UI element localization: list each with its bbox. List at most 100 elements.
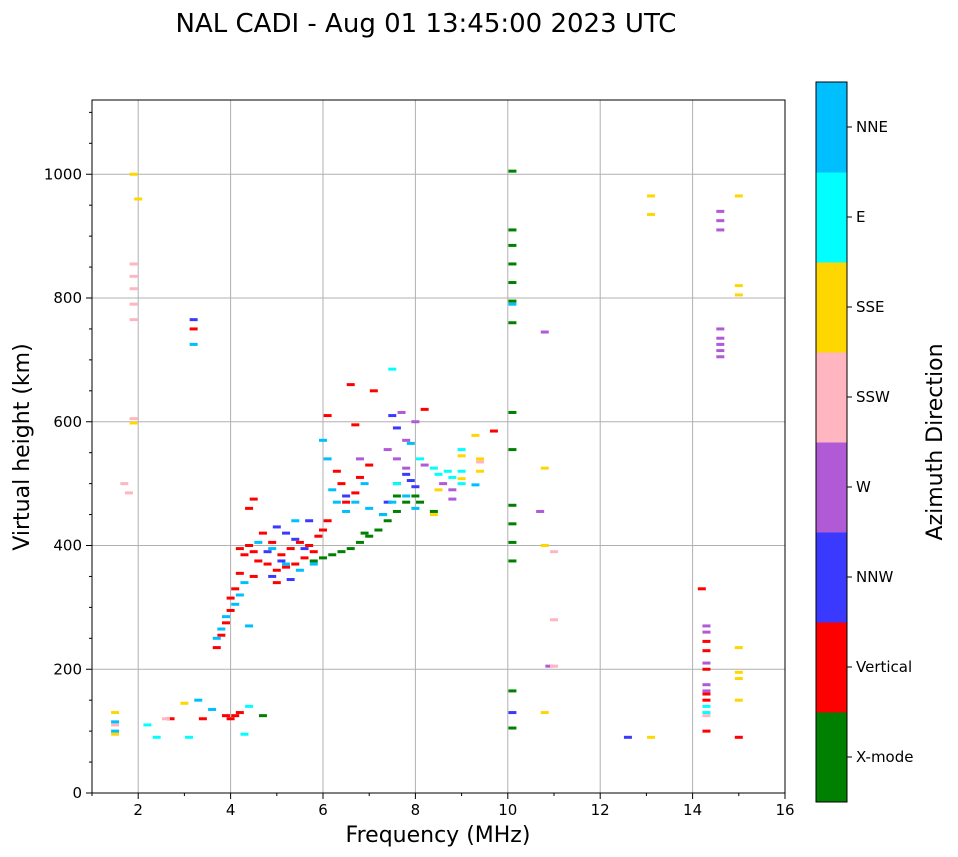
data-point-x-mode	[346, 547, 355, 551]
data-point-nne	[328, 488, 337, 492]
data-point-vertical	[212, 646, 221, 650]
series-vertical	[166, 327, 743, 739]
data-point-e	[429, 466, 438, 470]
colorbar-frame	[815, 81, 848, 803]
data-point-nnw	[342, 494, 351, 498]
data-point-x-mode	[328, 553, 337, 557]
data-point-x-mode	[508, 448, 517, 452]
grid-lines	[92, 100, 786, 793]
data-point-w	[355, 457, 364, 461]
colorbar-label: Vertical	[856, 658, 912, 676]
data-point-x-mode	[508, 321, 517, 325]
data-point-w	[716, 336, 725, 340]
data-point-vertical	[240, 553, 249, 557]
colorbar-segment	[816, 172, 847, 263]
data-point-nne	[508, 302, 517, 306]
data-point-nne	[365, 506, 374, 510]
y-tick-label: 0	[72, 784, 82, 802]
x-tick-label: 12	[591, 801, 610, 819]
data-point-vertical	[314, 534, 323, 538]
data-point-w	[716, 355, 725, 359]
data-point-ssw	[161, 717, 170, 721]
data-point-x-mode	[309, 559, 318, 563]
data-point-vertical	[702, 639, 711, 643]
data-point-vertical	[420, 407, 429, 411]
data-point-w	[397, 410, 406, 414]
data-point-e	[702, 711, 711, 715]
data-point-sse	[540, 466, 549, 470]
data-point-nne	[240, 581, 249, 585]
data-point-ssw	[129, 287, 138, 291]
x-tick-label: 8	[411, 801, 421, 819]
data-point-sse	[129, 421, 138, 425]
data-point-sse	[429, 513, 438, 517]
data-point-w	[702, 689, 711, 693]
data-point-nne	[406, 441, 415, 445]
data-point-nne	[245, 624, 254, 628]
data-point-x-mode	[508, 522, 517, 526]
data-point-ssw	[129, 318, 138, 322]
data-point-nne	[411, 506, 420, 510]
data-point-w	[716, 342, 725, 346]
data-point-x-mode	[508, 559, 517, 563]
data-point-vertical	[198, 717, 207, 721]
data-point-vertical	[272, 568, 281, 572]
data-point-w	[716, 327, 725, 331]
colorbar-label: NNW	[856, 568, 893, 586]
data-point-ssw	[550, 618, 558, 622]
data-point-nne	[319, 438, 327, 442]
data-point-x-mode	[508, 299, 517, 303]
data-point-nnw	[406, 479, 415, 483]
colorbar-label: E	[856, 208, 865, 226]
data-point-w	[448, 497, 457, 501]
x-tick-label: 6	[318, 801, 328, 819]
x-axis-ticks: 2 4 6 8 10 12 14 16	[91, 793, 795, 819]
data-point-vertical	[365, 463, 374, 467]
data-point-vertical	[226, 608, 235, 612]
x-tick-label: 10	[498, 801, 517, 819]
data-point-x-mode	[508, 726, 517, 730]
data-point-vertical	[231, 587, 240, 591]
data-point-e	[457, 482, 466, 486]
data-point-vertical	[235, 571, 244, 575]
data-point-nnw	[268, 574, 277, 578]
data-point-nne	[332, 500, 341, 504]
data-point-nne	[208, 707, 217, 711]
data-point-nne	[212, 636, 221, 640]
data-point-ssw	[129, 274, 138, 278]
data-point-sse	[134, 197, 143, 201]
colorbar-label: X-mode	[856, 748, 913, 766]
series-sse	[111, 172, 743, 739]
y-tick-label: 1000	[44, 165, 82, 183]
data-point-vertical	[221, 621, 230, 625]
data-point-w	[420, 463, 429, 467]
data-point-vertical	[337, 482, 346, 486]
colorbar-label: SSE	[856, 298, 885, 316]
data-point-vertical	[286, 547, 295, 551]
data-point-vertical	[189, 327, 198, 331]
data-point-vertical	[291, 562, 300, 566]
data-point-vertical	[249, 574, 258, 578]
data-point-nnw	[392, 426, 401, 430]
data-point-e	[443, 469, 452, 473]
data-point-vertical	[351, 423, 360, 427]
data-point-w	[702, 630, 711, 634]
data-point-vertical	[263, 562, 272, 566]
data-point-nnw	[388, 414, 397, 418]
data-point-vertical	[702, 698, 711, 702]
data-point-w	[411, 420, 420, 424]
data-point-x-mode	[508, 410, 517, 414]
colorbar-title: Azimuth Direction	[923, 343, 948, 540]
data-point-vertical	[697, 587, 706, 591]
data-point-w	[439, 482, 448, 486]
data-point-sse	[180, 701, 189, 705]
data-point-e	[143, 723, 152, 727]
data-point-nne	[295, 568, 304, 572]
data-point-x-mode	[508, 243, 517, 247]
data-point-nnw	[263, 550, 272, 554]
data-point-x-mode	[416, 500, 425, 504]
data-point-sse	[647, 212, 656, 216]
data-point-e	[152, 735, 161, 739]
chart-title: NAL CADI - Aug 01 13:45:00 2023 UTC	[176, 9, 677, 39]
data-point-sse	[734, 646, 743, 650]
